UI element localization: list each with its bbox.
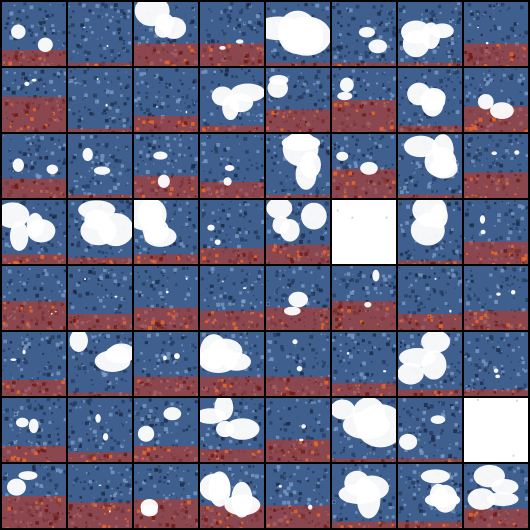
sample-tile xyxy=(464,134,528,198)
sample-tile xyxy=(200,2,264,66)
sample-tile xyxy=(134,464,198,528)
sample-tile xyxy=(134,398,198,462)
sample-tile xyxy=(266,68,330,132)
sample-tile xyxy=(266,266,330,330)
sample-tile xyxy=(398,2,462,66)
sample-tile xyxy=(464,398,528,462)
sample-tile xyxy=(464,2,528,66)
sample-tile xyxy=(266,464,330,528)
sample-tile xyxy=(68,398,132,462)
sample-tile xyxy=(200,266,264,330)
sample-tile xyxy=(68,68,132,132)
sample-tile xyxy=(134,200,198,264)
sample-tile xyxy=(2,68,66,132)
sample-tile xyxy=(266,134,330,198)
sample-tile xyxy=(200,134,264,198)
sample-tile xyxy=(332,200,396,264)
sample-tile xyxy=(332,332,396,396)
sample-tile xyxy=(332,68,396,132)
sample-tile xyxy=(2,266,66,330)
sample-tile xyxy=(398,332,462,396)
sample-tile xyxy=(134,266,198,330)
sample-tile xyxy=(200,398,264,462)
sample-tile xyxy=(398,134,462,198)
sample-tile xyxy=(68,200,132,264)
sample-tile xyxy=(398,68,462,132)
sample-tile xyxy=(266,332,330,396)
sample-tile xyxy=(2,464,66,528)
sample-tile xyxy=(68,332,132,396)
sample-tile xyxy=(2,200,66,264)
sample-tile xyxy=(200,332,264,396)
sample-tile xyxy=(464,266,528,330)
sample-tile xyxy=(68,2,132,66)
sample-tile xyxy=(200,200,264,264)
sample-tile xyxy=(266,2,330,66)
sample-tile xyxy=(68,134,132,198)
sample-tile xyxy=(134,2,198,66)
sample-tile xyxy=(398,464,462,528)
sample-tile xyxy=(68,266,132,330)
sample-tile xyxy=(2,2,66,66)
sample-tile xyxy=(332,398,396,462)
sample-tile xyxy=(464,68,528,132)
sample-tile xyxy=(2,134,66,198)
sample-tile xyxy=(68,464,132,528)
sample-tile xyxy=(398,266,462,330)
sample-tile xyxy=(200,68,264,132)
sample-tile xyxy=(464,464,528,528)
sample-tile xyxy=(398,398,462,462)
sample-tile xyxy=(398,200,462,264)
sample-tile xyxy=(134,332,198,396)
sample-tile xyxy=(2,398,66,462)
sample-tile xyxy=(266,200,330,264)
sample-tile xyxy=(2,332,66,396)
sample-tile xyxy=(332,2,396,66)
sample-tile xyxy=(332,134,396,198)
sample-tile xyxy=(464,332,528,396)
sample-tile xyxy=(200,464,264,528)
sample-tile xyxy=(332,266,396,330)
sample-tile xyxy=(134,68,198,132)
sample-tile xyxy=(464,200,528,264)
sample-tile xyxy=(134,134,198,198)
sample-tile xyxy=(266,398,330,462)
sample-tile xyxy=(332,464,396,528)
